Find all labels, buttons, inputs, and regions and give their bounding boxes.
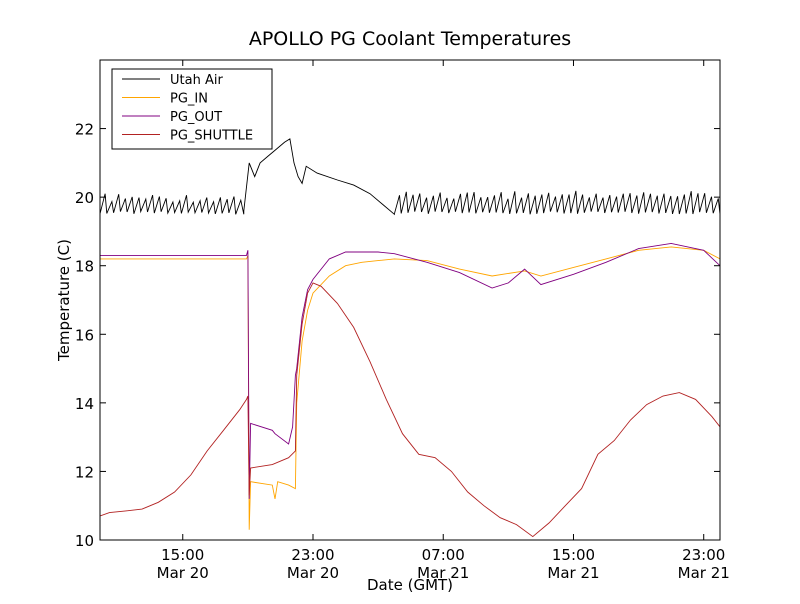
plot-area-frame — [99, 59, 721, 541]
series-line-pg-in — [100, 246, 720, 530]
x-tick-label-date: Mar 20 — [157, 564, 209, 582]
series-line-utah-air — [100, 138, 720, 216]
chart-title: APOLLO PG Coolant Temperatures — [249, 28, 571, 50]
x-tick-label-time: 15:00 — [552, 546, 595, 564]
series-line-pg-out — [100, 242, 720, 499]
x-tick-label-time: 07:00 — [422, 546, 465, 564]
y-axis-label: Temperature (C) — [55, 239, 73, 362]
y-tick-label: 10 — [75, 532, 94, 550]
x-tick-label-time: 23:00 — [291, 546, 334, 564]
y-tick-label: 16 — [75, 326, 94, 344]
legend: Utah Air PG_IN PG_OUT PG_SHUTTLE — [111, 68, 273, 150]
legend-box — [111, 68, 273, 150]
x-tick-label-date: Mar 21 — [678, 564, 730, 582]
legend-entry-label: PG_OUT — [170, 110, 222, 125]
legend-entry-label: PG_IN — [170, 92, 208, 107]
x-axis-label: Date (GMT) — [367, 576, 453, 594]
x-tick-label-time: 23:00 — [682, 546, 725, 564]
series-layer — [100, 138, 720, 538]
legend-entry-label: Utah Air — [170, 73, 223, 88]
x-tick-label-time: 15:00 — [161, 546, 204, 564]
x-tick-label-date: Mar 21 — [547, 564, 599, 582]
y-tick-label: 22 — [75, 121, 94, 139]
y-tick-label: 20 — [75, 189, 94, 207]
series-line-pg-shuttle — [100, 282, 720, 538]
y-tick-label: 18 — [75, 258, 94, 276]
y-tick-label: 12 — [75, 463, 94, 481]
y-tick-label: 14 — [75, 395, 94, 413]
legend-entry-label: PG_SHUTTLE — [170, 129, 253, 144]
x-tick-label-date: Mar 20 — [287, 564, 339, 582]
x-tick-label-date: Mar 21 — [417, 564, 469, 582]
